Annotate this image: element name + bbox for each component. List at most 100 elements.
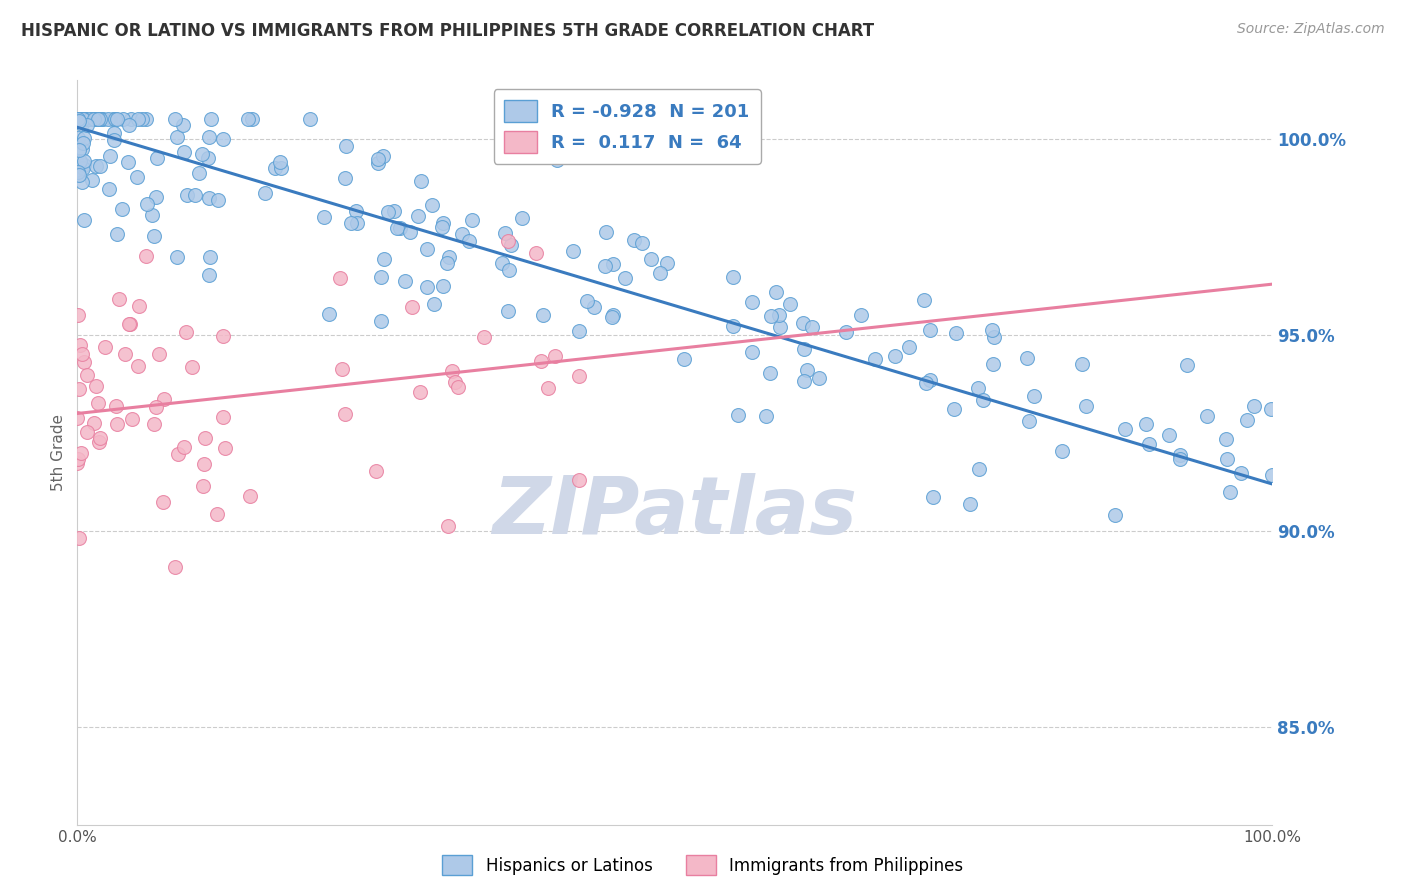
Point [672, 352, 695, 367]
Point [141, 208, 163, 222]
Point [568, 368, 591, 383]
Point [531, 308, 554, 322]
Point [298, 112, 321, 127]
Point [364, 464, 387, 478]
Point [501, 237, 523, 252]
Point [127, 112, 149, 127]
Point [69, 153, 91, 168]
Point [335, 139, 357, 153]
Point [253, 186, 276, 201]
Point [409, 173, 432, 187]
Point [1018, 414, 1040, 428]
Point [67, 169, 90, 183]
Point [73, 158, 96, 172]
Point [70, 112, 93, 127]
Point [117, 155, 139, 169]
Point [212, 132, 235, 146]
Point [72, 161, 94, 175]
Point [148, 346, 170, 360]
Point [344, 203, 367, 218]
Point [87, 112, 110, 127]
Point [387, 220, 409, 235]
Point [333, 408, 356, 422]
Point [755, 409, 778, 424]
Point [118, 317, 141, 331]
Point [967, 462, 990, 476]
Point [945, 326, 967, 340]
Point [576, 293, 599, 308]
Point [1215, 433, 1237, 447]
Point [1197, 409, 1219, 423]
Point [166, 251, 188, 265]
Point [582, 300, 605, 314]
Point [1175, 358, 1198, 372]
Point [76, 368, 98, 382]
Point [727, 408, 749, 422]
Point [236, 112, 259, 127]
Point [451, 227, 474, 241]
Point [207, 507, 229, 521]
Point [173, 145, 195, 160]
Point [104, 112, 127, 127]
Point [135, 112, 157, 127]
Point [240, 112, 263, 127]
Point [510, 211, 533, 226]
Point [494, 226, 516, 240]
Point [640, 252, 662, 267]
Point [741, 295, 763, 310]
Point [491, 256, 513, 270]
Point [595, 225, 617, 239]
Point [142, 417, 165, 432]
Point [834, 326, 856, 340]
Point [1157, 428, 1180, 442]
Point [851, 308, 873, 322]
Text: Source: ZipAtlas.com: Source: ZipAtlas.com [1237, 22, 1385, 37]
Point [89, 159, 111, 173]
Point [181, 359, 204, 374]
Point [66, 308, 89, 322]
Point [66, 165, 89, 179]
Point [346, 216, 368, 230]
Point [67, 112, 90, 127]
Y-axis label: 5th Grade: 5th Grade [51, 414, 66, 491]
Point [103, 127, 125, 141]
Point [197, 191, 219, 205]
Point [1071, 357, 1094, 371]
Point [67, 531, 90, 545]
Point [721, 270, 744, 285]
Point [120, 112, 142, 127]
Point [82, 112, 104, 127]
Point [496, 303, 519, 318]
Point [807, 370, 830, 384]
Point [779, 297, 801, 311]
Point [84, 378, 107, 392]
Point [191, 147, 214, 161]
Point [212, 328, 235, 343]
Point [73, 131, 96, 145]
Point [1104, 508, 1126, 523]
Point [370, 269, 392, 284]
Point [73, 213, 96, 227]
Point [112, 112, 135, 127]
Point [67, 451, 90, 466]
Point [114, 347, 136, 361]
Point [401, 300, 423, 314]
Point [1168, 451, 1191, 466]
Point [524, 245, 547, 260]
Point [72, 112, 94, 127]
Point [200, 112, 222, 127]
Point [117, 118, 139, 132]
Point [382, 203, 405, 218]
Point [135, 197, 157, 211]
Point [768, 308, 790, 322]
Point [176, 325, 198, 339]
Point [530, 354, 553, 368]
Point [70, 112, 93, 127]
Point [84, 159, 107, 173]
Point [152, 495, 174, 509]
Point [146, 152, 169, 166]
Point [972, 392, 994, 407]
Point [176, 187, 198, 202]
Point [883, 349, 905, 363]
Point [1243, 399, 1265, 413]
